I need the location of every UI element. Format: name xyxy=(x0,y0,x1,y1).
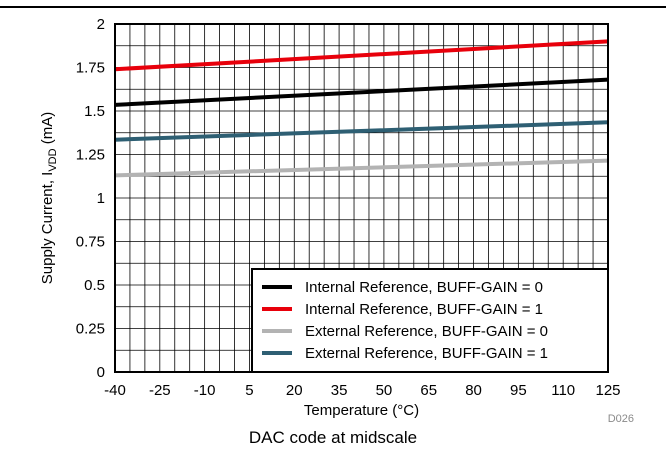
x-tick-label: -25 xyxy=(149,382,171,399)
y-tick-label: 1 xyxy=(97,190,105,207)
series-line-3 xyxy=(114,158,609,178)
y-tick-label: 0.25 xyxy=(76,321,105,338)
series-lines xyxy=(114,39,609,178)
x-tick-label: 110 xyxy=(551,382,575,399)
y-tick-label: 0.5 xyxy=(84,277,105,294)
legend-label: External Reference, BUFF-GAIN = 0 xyxy=(305,323,548,340)
y-axis-title-main: Supply Current, I xyxy=(39,172,56,285)
series-line-2 xyxy=(114,39,609,72)
x-tick-label: 20 xyxy=(286,382,303,399)
y-axis-title: Supply Current, IVDD (mA) xyxy=(39,112,59,284)
y-tick-label: 1.25 xyxy=(76,147,105,164)
y-tick-label: 0.75 xyxy=(76,234,105,251)
top-rule xyxy=(0,6,666,8)
x-axis-title: Temperature (°C) xyxy=(304,402,419,419)
legend-label: Internal Reference, BUFF-GAIN = 1 xyxy=(305,301,543,318)
x-tick-label: 125 xyxy=(595,382,620,399)
y-tick-label: 1.75 xyxy=(76,60,105,77)
y-tick-label: 0 xyxy=(97,364,105,381)
supply-current-chart: -40 -25 -10 5 20 35 50 65 80 95 110 125 0 0.25 0.5 0.7… xyxy=(39,16,634,425)
x-tick-label: 65 xyxy=(420,382,437,399)
legend-label: Internal Reference, BUFF-GAIN = 0 xyxy=(305,279,543,296)
legend-box xyxy=(251,268,609,373)
legend: Internal Reference, BUFF-GAIN = 0 Interna… xyxy=(251,268,609,373)
x-tick-label: 5 xyxy=(245,382,253,399)
series-line-4 xyxy=(114,120,609,142)
y-tick-label: 1.5 xyxy=(84,103,105,120)
y-axis-title-unit: (mA) xyxy=(39,112,56,149)
x-tick-label: 35 xyxy=(331,382,348,399)
x-tick-label: 50 xyxy=(376,382,393,399)
x-tick-label: -10 xyxy=(194,382,216,399)
x-tick-label: 80 xyxy=(465,382,482,399)
x-tick-label: 95 xyxy=(510,382,527,399)
series-line-1 xyxy=(114,77,609,107)
chart-caption: DAC code at midscale xyxy=(248,428,418,447)
x-tick-label: -40 xyxy=(104,382,126,399)
y-axis-title-subscript: VDD xyxy=(47,148,59,171)
figure-code: D026 xyxy=(608,413,634,425)
y-tick-label: 2 xyxy=(97,16,105,33)
y-tick-labels: 0 0.25 0.5 0.75 1 1.25 1.5 1.75 2 xyxy=(76,16,105,381)
x-tick-labels: -40 -25 -10 5 20 35 50 65 80 95 110 125 xyxy=(104,382,620,399)
legend-label: External Reference, BUFF-GAIN = 1 xyxy=(305,345,548,362)
